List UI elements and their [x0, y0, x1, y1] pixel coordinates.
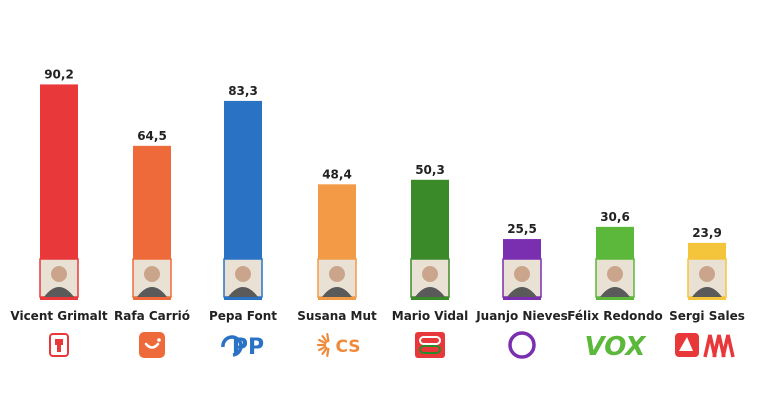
eu-erc-logo-icon: [675, 333, 735, 358]
data-label: 50,3: [415, 163, 445, 177]
tick-label: Susana Mut: [297, 309, 377, 323]
mes-smile-icon: [139, 332, 165, 358]
portrait-juanjo-nieves: [502, 258, 542, 298]
portrait-mario-vidal: [410, 258, 450, 298]
vox-logo-icon: VOX: [585, 332, 648, 362]
cs-logo-icon: CS: [316, 333, 361, 357]
data-label: 83,3: [228, 84, 258, 98]
data-label: 48,4: [322, 167, 352, 181]
portrait-pepa-font: [223, 258, 263, 298]
tick-label: Pepa Font: [209, 309, 277, 323]
data-label: 25,5: [507, 222, 537, 236]
tick-label: Mario Vidal: [392, 309, 468, 323]
tick-label: Félix Redondo: [567, 309, 663, 323]
portrait-vicent-grimalt: [39, 258, 79, 298]
psoe-rose-icon: [49, 333, 69, 357]
data-label: 23,9: [692, 226, 722, 240]
portrait-rafa-carrio: [132, 258, 172, 298]
data-label: 64,5: [137, 129, 167, 143]
svg-text:CS: CS: [335, 337, 360, 357]
tick-label: Rafa Carrió: [114, 309, 190, 323]
pp-logo-icon: PP: [221, 335, 264, 360]
podemos-circle-icon: [508, 331, 536, 359]
el-pi-logo-icon: [415, 332, 445, 358]
tick-label: Sergi Sales: [669, 309, 745, 323]
tick-label: Juanjo Nieves: [475, 309, 568, 323]
svg-text:PP: PP: [232, 335, 264, 360]
portrait-sergi-sales: [687, 258, 727, 298]
tick-label: Vicent Grimalt: [10, 309, 107, 323]
data-label: 30,6: [600, 210, 630, 224]
portrait-felix-redondo: [595, 258, 635, 298]
portrait-susana-mut: [317, 258, 357, 298]
svg-text:VOX: VOX: [585, 332, 648, 362]
data-label: 90,2: [44, 67, 74, 81]
